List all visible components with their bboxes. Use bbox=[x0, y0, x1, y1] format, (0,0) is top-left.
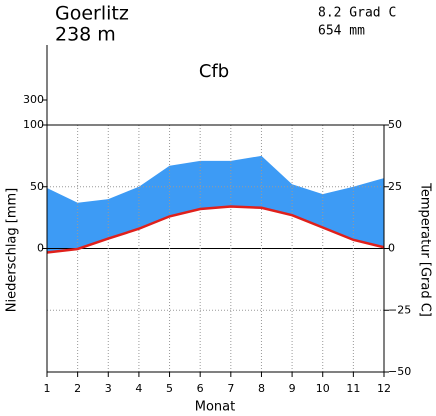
y-tick-label: 50 bbox=[30, 180, 44, 193]
y2-tick-label: −50 bbox=[388, 365, 411, 378]
y-axis-label: Niederschlag [mm] bbox=[5, 188, 20, 313]
x-tick-label: 3 bbox=[105, 382, 112, 395]
climate-class: Cfb bbox=[199, 61, 229, 82]
x-tick-label: 8 bbox=[258, 382, 265, 395]
x-tick-label: 10 bbox=[316, 382, 330, 395]
x-tick-label: 6 bbox=[197, 382, 204, 395]
y2-tick-label: 50 bbox=[388, 118, 402, 131]
y2-tick-label: −25 bbox=[388, 303, 411, 316]
y2-tick-label: 0 bbox=[388, 242, 395, 255]
station: Goerlitz bbox=[55, 3, 129, 25]
x-tick-label: 4 bbox=[135, 382, 142, 395]
x-tick-label: 1 bbox=[44, 382, 51, 395]
y-tick-label: 0 bbox=[37, 242, 44, 255]
x-tick-label: 2 bbox=[74, 382, 81, 395]
x-axis-label: Monat bbox=[195, 400, 235, 415]
x-tick-label: 7 bbox=[227, 382, 234, 395]
y-tick-label: 100 bbox=[23, 118, 44, 131]
precipitation-area bbox=[47, 155, 384, 253]
x-tick-label: 11 bbox=[346, 382, 360, 395]
x-tick-label: 5 bbox=[166, 382, 173, 395]
upper-y-tick-label: 300 bbox=[23, 93, 44, 106]
temperature-line bbox=[46, 205, 385, 254]
y2-axis-label: Temperatur [Grad C] bbox=[418, 182, 433, 317]
y2-tick-label: 25 bbox=[388, 180, 402, 193]
x-tick-label: 9 bbox=[289, 382, 296, 395]
annual-precipitation: 654 mm bbox=[318, 24, 365, 39]
elevation: 238 m bbox=[55, 24, 116, 46]
mean-temperature: 8.2 Grad C bbox=[318, 6, 396, 21]
x-tick-label: 12 bbox=[377, 382, 391, 395]
